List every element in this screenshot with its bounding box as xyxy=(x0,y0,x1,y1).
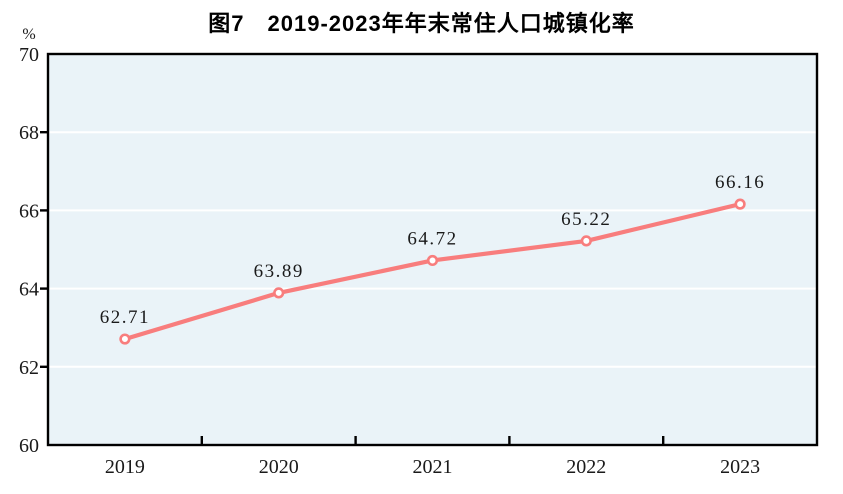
data-point-marker xyxy=(119,333,131,345)
chart-title: 图7 2019-2023年年末常住人口城镇化率 xyxy=(208,11,635,36)
data-point-label: 63.89 xyxy=(254,261,304,282)
data-point-marker xyxy=(734,198,746,210)
x-axis-tick-label: 2023 xyxy=(720,456,760,478)
plot-area-background xyxy=(48,54,817,445)
x-axis-tick-label: 2019 xyxy=(105,456,145,478)
plot-border xyxy=(46,52,819,447)
data-point-marker xyxy=(273,287,285,299)
x-axis-tick-label: 2022 xyxy=(566,456,606,478)
data-point-label: 66.16 xyxy=(715,172,765,193)
y-axis-tick-label: 64 xyxy=(19,279,39,301)
y-axis-tick-label: 66 xyxy=(19,200,39,222)
data-point-label: 64.72 xyxy=(407,228,457,249)
y-axis-tick-label: 60 xyxy=(19,435,39,457)
y-axis-unit-label: % xyxy=(22,26,36,43)
y-axis-tick-label: 70 xyxy=(19,44,39,66)
data-point-label: 65.22 xyxy=(561,209,611,230)
y-axis-tick-label: 62 xyxy=(19,357,39,379)
data-point-label: 62.71 xyxy=(100,307,150,328)
x-axis-tick-label: 2020 xyxy=(259,456,299,478)
x-axis-tick-label: 2021 xyxy=(413,456,453,478)
y-axis-tick-label: 68 xyxy=(19,122,39,144)
data-point-marker xyxy=(426,254,439,267)
data-point-marker xyxy=(580,235,592,247)
